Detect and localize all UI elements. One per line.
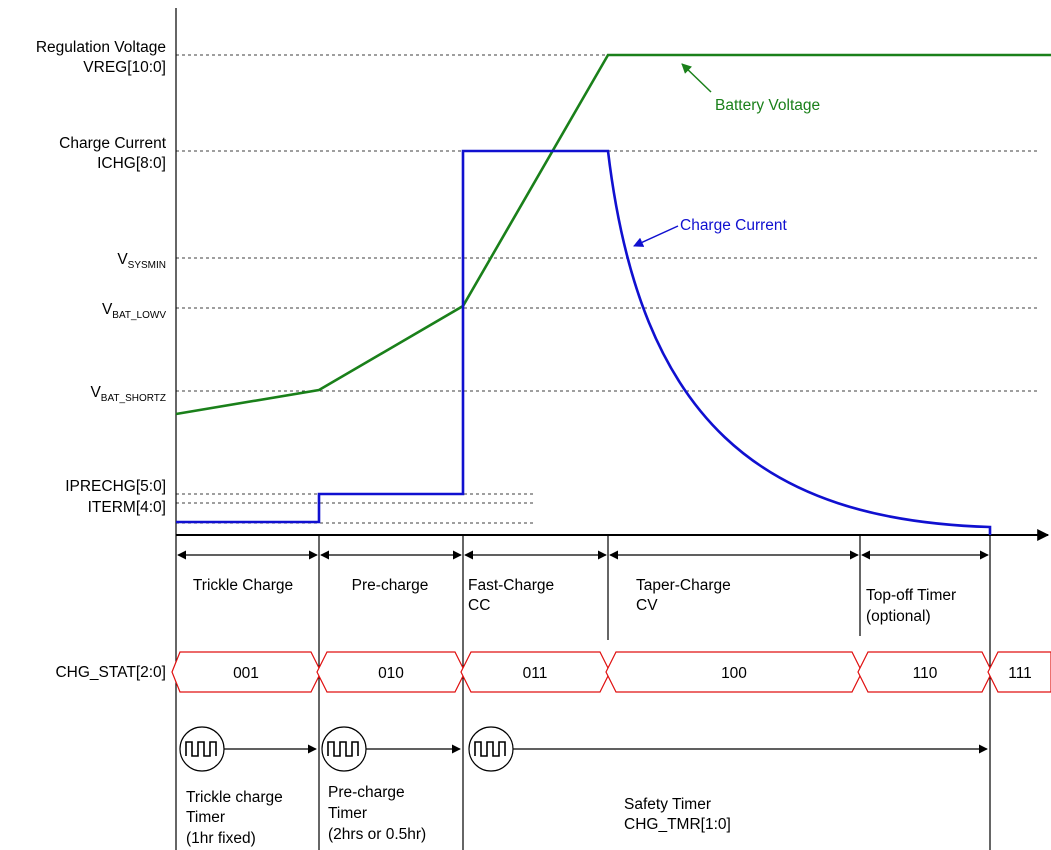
battery-voltage-annotation: Battery Voltage xyxy=(715,97,820,114)
trickle-charge-phase-label: Trickle Charge xyxy=(193,577,293,594)
topoff-timer-phase-label: Top-off Timer xyxy=(866,587,956,604)
topoff-optional-label: (optional) xyxy=(866,608,931,625)
chg-stat-value: 100 xyxy=(721,665,747,682)
chg-stat-value: 110 xyxy=(913,665,938,682)
precharge-timer-clock-icon xyxy=(321,726,367,772)
trickle-timer-duration: (1hr fixed) xyxy=(186,830,256,847)
taper-charge-mode-label: CV xyxy=(636,597,658,614)
taper-charge-phase-label: Taper-Charge xyxy=(636,577,731,594)
ichg-register-label: ICHG[8:0] xyxy=(97,155,166,172)
chg-stat-value: 011 xyxy=(523,665,548,682)
vbat-lowv-label: VBAT_LOWV xyxy=(102,301,166,321)
iterm-label: ITERM[4:0] xyxy=(88,499,166,516)
charge-current-annotation: Charge Current xyxy=(680,217,788,234)
iprechg-label: IPRECHG[5:0] xyxy=(65,478,166,495)
safety-timer-clock-icon xyxy=(468,726,514,772)
chg-stat-value: 111 xyxy=(1008,665,1032,682)
ichg-label: Charge Current xyxy=(59,135,167,152)
chg-stat-value: 010 xyxy=(378,665,404,682)
charge-current-curve xyxy=(176,149,992,535)
chg-stat-label: CHG_STAT[2:0] xyxy=(55,664,166,681)
precharge-timer-label: Pre-charge xyxy=(328,784,405,801)
safety-timer-register-label: CHG_TMR[1:0] xyxy=(624,816,731,833)
fast-charge-phase-label: Fast-Charge xyxy=(468,577,554,594)
chg-stat-state-111 xyxy=(987,651,1051,693)
vsysmin-label: VSYSMIN xyxy=(117,251,166,271)
trickle-timer-label: Trickle charge xyxy=(186,789,283,806)
safety-timer-label: Safety Timer xyxy=(624,796,711,813)
charge-current-arrow xyxy=(633,225,679,247)
battery-voltage-arrow xyxy=(681,63,712,93)
precharge-timer-label-line2: Timer xyxy=(328,805,367,822)
precharge-timer-duration: (2hrs or 0.5hr) xyxy=(328,826,426,843)
vreg-register-label: VREG[10:0] xyxy=(83,59,166,76)
fast-charge-mode-label: CC xyxy=(468,597,490,614)
trickle-timer-label-line2: Timer xyxy=(186,809,225,826)
trickle-timer-clock-icon xyxy=(179,726,225,772)
chg-stat-value: 001 xyxy=(233,665,259,682)
vbat-shortz-label: VBAT_SHORTZ xyxy=(90,384,166,404)
vreg-label: Regulation Voltage xyxy=(36,39,166,56)
battery-voltage-curve xyxy=(175,53,1051,416)
precharge-phase-label: Pre-charge xyxy=(352,577,429,594)
